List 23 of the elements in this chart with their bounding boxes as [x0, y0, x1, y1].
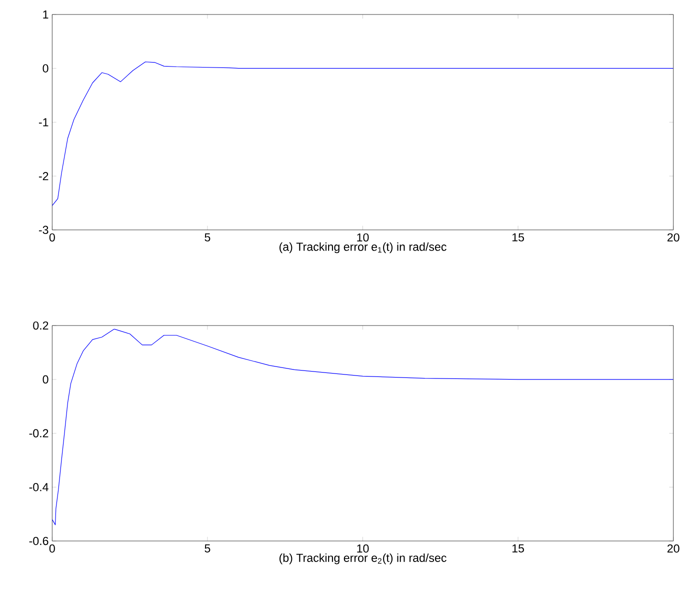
x-tick-label: 20: [667, 233, 680, 242]
x-axis-title: (a) Tracking error e$_{1}$(t) in rad/sec: [279, 242, 446, 254]
y-tick-label: -3: [38, 226, 48, 234]
y-tick-label: -0.4: [29, 483, 48, 492]
y-tick-label: 0: [42, 64, 48, 73]
x-tick-label: 10: [357, 544, 369, 553]
x-tick-label: 10: [357, 233, 369, 242]
line-series: [52, 328, 674, 526]
x-tick-label: 0: [49, 233, 55, 242]
y-tick-label: 0: [42, 375, 48, 384]
x-tick-label: 0: [49, 544, 55, 553]
x-tick-label: 15: [512, 233, 524, 242]
y-tick-label: -0.6: [29, 537, 48, 546]
x-tick-label: 5: [204, 544, 210, 553]
x-tick-label: 5: [204, 233, 210, 242]
y-tick-label: 1: [43, 10, 48, 19]
y-tick-label: -0.2: [29, 429, 48, 438]
x-tick-label: 20: [667, 544, 680, 553]
y-tick-label: -2: [38, 172, 48, 180]
y-tick-label: 0.2: [33, 322, 48, 330]
y-tick-label: -1: [38, 118, 48, 126]
x-tick-label: 15: [512, 544, 524, 553]
x-axis-title: (b) Tracking error e$_{2}$(t) in rad/sec: [279, 554, 446, 564]
